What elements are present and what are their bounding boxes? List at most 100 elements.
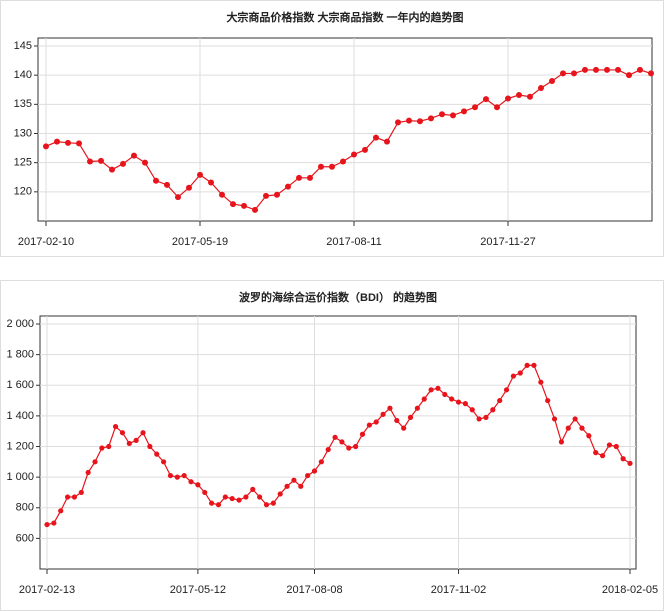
data-point [351,151,357,158]
y-tick-label: 1 400 [6,410,34,422]
data-point [318,459,324,465]
data-point [219,191,225,198]
data-point [401,425,407,431]
y-tick-label: 140 [14,69,32,81]
data-point [549,78,555,84]
data-point [582,66,588,73]
data-point [339,439,345,445]
data-point [257,494,263,500]
data-point [243,494,249,500]
data-point [167,472,174,479]
data-point [236,497,242,503]
data-point [270,500,276,506]
x-tick-label: 2017-08-08 [286,584,342,596]
data-point [174,474,180,480]
data-point [476,416,482,422]
data-point [494,104,500,111]
data-point [545,397,551,404]
data-point [346,445,352,451]
data-point [291,477,297,483]
data-point [153,177,159,184]
data-point [439,111,445,118]
data-point [417,118,423,125]
data-point [140,430,146,436]
data-point [428,115,434,122]
data-point [551,416,558,422]
data-point [615,66,621,73]
data-point [64,494,71,500]
panel-frame [0,280,664,611]
data-point [373,419,379,425]
x-tick-label: 2017-05-12 [170,584,226,596]
data-point [462,401,468,407]
data-point [510,373,516,379]
data-point [252,206,258,213]
data-point [558,439,565,445]
data-point [202,489,208,496]
y-tick-label: 145 [14,40,32,52]
data-point [380,411,386,417]
plot-area [39,315,637,570]
data-point [455,399,462,405]
data-point [250,486,256,492]
data-point [483,96,489,103]
data-point [285,183,291,190]
data-point [318,163,324,170]
data-point [627,460,633,466]
data-point [572,416,578,422]
data-point [387,405,393,411]
x-tick-label: 2018-02-05 [602,584,658,596]
data-point [450,112,456,119]
data-point [435,385,441,391]
data-point [516,92,522,98]
data-point [449,396,455,402]
series-line [45,69,652,211]
chart-title: 大宗商品价格指数 大宗商品指数 一年内的趋势图 [226,10,463,24]
data-point [154,451,160,457]
data-point [362,146,368,153]
data-point [469,407,475,413]
chart-title: 波罗的海综合运价指数（BDI） 的趋势图 [239,290,437,304]
panel-frame [0,0,664,257]
data-point [373,134,379,141]
data-point [54,138,60,145]
y-tick-label: 2 000 [6,318,34,330]
data-point [394,417,400,424]
data-point [353,443,359,450]
data-point [325,446,331,453]
data-point [230,201,236,208]
data-point [305,472,311,479]
data-point [593,66,599,73]
data-point [120,160,126,167]
y-tick-label: 1 200 [6,440,34,452]
data-point [586,433,592,439]
data-point [503,387,510,393]
x-tick-label: 2017-11-02 [431,584,486,596]
data-point [538,85,544,91]
data-point [497,397,503,404]
data-point [112,423,119,430]
data-point [332,434,338,440]
data-point [407,414,414,421]
data-point [263,502,270,508]
data-point [142,159,148,166]
data-point [65,139,71,146]
data-point [571,70,577,77]
y-tick-label: 125 [14,157,32,169]
data-point [366,422,372,428]
data-point [483,414,489,421]
data-point [527,93,533,100]
plot-area [37,37,653,222]
data-point [175,194,181,201]
data-point [85,469,91,476]
data-point [560,70,566,77]
data-point [58,508,64,514]
data-point [277,491,283,497]
y-tick-label: 130 [14,127,32,139]
data-point [147,443,153,450]
data-point [87,158,93,165]
data-point [428,387,434,393]
x-tick-label: 2017-02-13 [19,584,75,596]
y-tick-label: 120 [14,186,32,198]
